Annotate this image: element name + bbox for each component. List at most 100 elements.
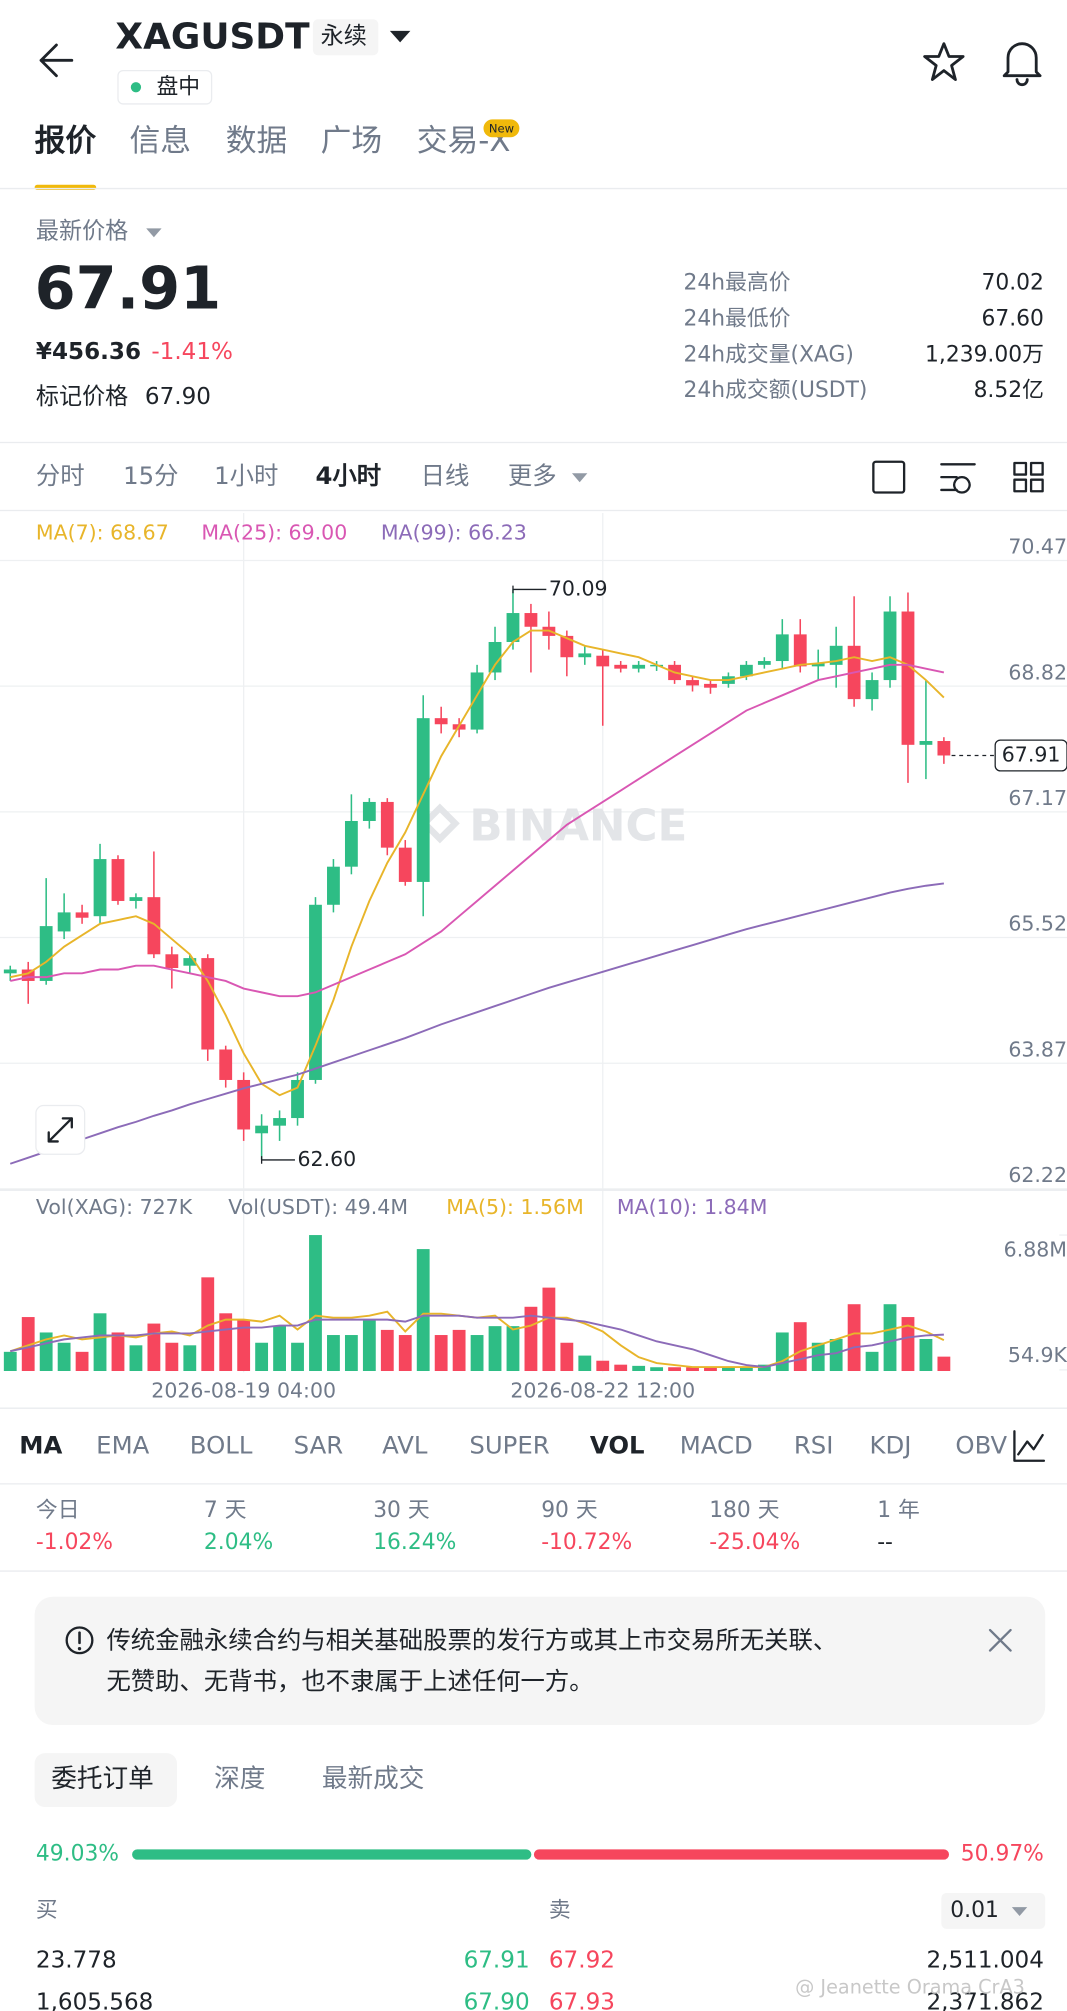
indicator-tab[interactable]: AVL (382, 1431, 428, 1460)
volume-bar (775, 1332, 789, 1371)
indicator-tab[interactable]: EMA (96, 1431, 149, 1460)
new-badge-text: New (489, 121, 514, 135)
candle-body (704, 683, 717, 688)
candle-body (75, 912, 89, 918)
book-cell: 67.90 (464, 1990, 530, 2011)
stat-value: 70.02 (982, 270, 1044, 295)
indicator-tab[interactable]: MA (19, 1431, 62, 1460)
perf-label: 1 年 (877, 1498, 920, 1523)
indicator-tab[interactable]: KDJ (870, 1431, 912, 1460)
interval[interactable]: 1小时 (214, 461, 278, 490)
volume-bar (793, 1322, 807, 1371)
indicator-settings[interactable] (1013, 1430, 1046, 1462)
buy-header: 买 (36, 1898, 58, 1923)
notice-text: 传统金融永续合约与相关基础股票的发行方或其上市交易所无关联、无赞助、无背书，也不… (106, 1626, 837, 1696)
volume-bar (255, 1342, 269, 1371)
candle-body (273, 1118, 286, 1126)
candle-body (39, 926, 53, 981)
volume-bar (165, 1342, 179, 1371)
candle-body (255, 1125, 269, 1134)
stat-value: 67.60 (982, 306, 1044, 331)
tab[interactable]: 广场 (321, 123, 383, 159)
interval[interactable]: 日线 (421, 461, 470, 490)
notice-box (34, 1596, 1046, 1725)
volume-bar (524, 1306, 538, 1371)
tab[interactable]: 报价 (35, 123, 97, 159)
layout-button[interactable] (1013, 461, 1044, 493)
indicator-tab[interactable]: BOLL (190, 1431, 253, 1460)
perf-label: 今日 (36, 1498, 80, 1523)
notice-icon (65, 1626, 94, 1655)
volume-bar (488, 1326, 502, 1371)
legend-entry: MA(99): 66.23 (381, 521, 527, 545)
volume-bar (183, 1345, 197, 1371)
candle-body (883, 611, 897, 681)
book-tab[interactable]: 深度 (214, 1764, 265, 1794)
notice-close[interactable] (988, 1628, 1012, 1652)
back-button[interactable] (39, 43, 74, 78)
fullscreen-button[interactable] (872, 460, 906, 494)
interval[interactable]: 更多 (508, 461, 557, 490)
tab[interactable]: 数据 (226, 123, 288, 159)
y-tick-label: 62.22 (1008, 1163, 1067, 1187)
x-tick-label: 2026-08-22 12:00 (510, 1379, 695, 1403)
favorite-button[interactable] (923, 42, 965, 81)
indicator-tab[interactable]: OBV (955, 1431, 1007, 1460)
indicator-tab[interactable]: SAR (294, 1431, 344, 1460)
volume-bar (865, 1351, 879, 1371)
indicator-tab[interactable]: VOL (590, 1431, 645, 1460)
book-cell: 2,511.004 (926, 1947, 1043, 1973)
volume-bar (111, 1332, 125, 1371)
stat-label: 24h最低价 (684, 306, 791, 331)
indicator-tab[interactable]: SUPER (469, 1431, 549, 1460)
indicator-tab[interactable]: MACD (680, 1431, 753, 1460)
interval[interactable]: 15分 (123, 461, 178, 490)
candle-body (362, 801, 376, 821)
book-tab[interactable]: 最新成交 (322, 1764, 424, 1794)
vol-legend: MA(10): 1.84M (617, 1195, 768, 1219)
perf-label: 7 天 (204, 1498, 247, 1523)
alert-button[interactable] (1002, 42, 1042, 87)
settings-button[interactable] (940, 463, 976, 494)
volume-bar (847, 1304, 861, 1371)
vol-legend: MA(5): 1.56M (446, 1195, 584, 1219)
symbol[interactable]: XAGUSDT (115, 17, 310, 58)
volume-bar (291, 1342, 304, 1371)
tab-pill (34, 1753, 177, 1808)
volume-bar (129, 1345, 143, 1371)
volume-bar (811, 1342, 825, 1371)
candle-body (488, 641, 502, 673)
candle-body (470, 672, 484, 730)
price-label-dropdown[interactable] (146, 228, 162, 238)
interval[interactable]: 分时 (36, 461, 85, 490)
ma-line (10, 629, 945, 1097)
volume-bar (686, 1367, 699, 1371)
precision-box[interactable] (941, 1892, 1046, 1929)
book-cell: 67.92 (549, 1947, 615, 1973)
tab[interactable]: 信息 (130, 123, 192, 159)
volume-bar (3, 1351, 17, 1371)
candle-body (380, 801, 394, 848)
book-tab[interactable]: 委托订单 (51, 1764, 153, 1794)
mark-price: 67.90 (145, 384, 211, 410)
volume-bar (632, 1365, 646, 1371)
volume-bar (739, 1367, 753, 1371)
symbol-dropdown[interactable] (389, 30, 411, 43)
candle-body (578, 653, 592, 658)
order-book: 委托订单 深度 最新成交 49.03% 50.97% 买 卖 0.01 23.778 67.91 6… (34, 1753, 1046, 2011)
volume-bar (75, 1351, 89, 1371)
volume-bar (237, 1319, 251, 1371)
volume-bar (21, 1317, 35, 1371)
candle-body (901, 611, 915, 745)
price-label[interactable]: 最新价格 (36, 219, 128, 245)
interval[interactable]: 4小时 (315, 461, 381, 490)
volume-bar (596, 1360, 610, 1371)
status-dot (130, 82, 142, 93)
candle-body (129, 897, 143, 901)
extreme-label: 70.09 (549, 576, 608, 600)
stat-label: 24h成交量(XAG) (684, 342, 854, 367)
buy-ratio-bar (132, 1849, 532, 1860)
vol-legend: Vol(XAG): 727K (36, 1195, 193, 1219)
cny-price: ¥456.36 (36, 339, 141, 365)
indicator-tab[interactable]: RSI (794, 1431, 834, 1460)
